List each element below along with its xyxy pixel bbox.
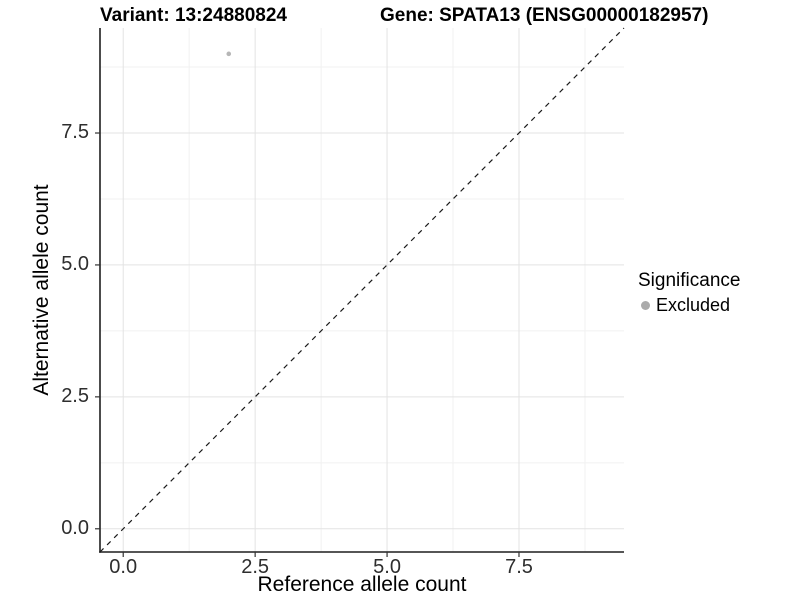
identity-line bbox=[99, 27, 625, 553]
legend-item-label: Excluded bbox=[656, 295, 731, 315]
y-tick-label: 0.0 bbox=[61, 516, 89, 539]
y-axis-title: Alternative allele count bbox=[30, 184, 53, 396]
plot-panel bbox=[95, 27, 625, 557]
x-tick-label: 5.0 bbox=[373, 556, 401, 578]
x-tick-label: 0.0 bbox=[109, 556, 138, 578]
y-tick-label: 2.5 bbox=[61, 384, 89, 407]
legend-title: Significance bbox=[638, 270, 741, 291]
y-tick-label: 7.5 bbox=[61, 121, 89, 144]
legend-item-excluded: Excluded bbox=[638, 295, 740, 316]
legend-key-dot-icon bbox=[641, 301, 650, 310]
x-tick-label: 7.5 bbox=[505, 556, 533, 578]
legend: Significance Excluded bbox=[638, 270, 740, 316]
x-axis-title: Reference allele count bbox=[257, 573, 467, 596]
x-tick-label: 2.5 bbox=[241, 556, 270, 578]
plot-title-gene: Gene: SPATA13 (ENSG00000182957) bbox=[380, 5, 709, 26]
plot-title-variant: Variant: 13:24880824 bbox=[100, 5, 287, 26]
data-point bbox=[226, 51, 232, 57]
y-tick-label: 5.0 bbox=[61, 252, 89, 275]
